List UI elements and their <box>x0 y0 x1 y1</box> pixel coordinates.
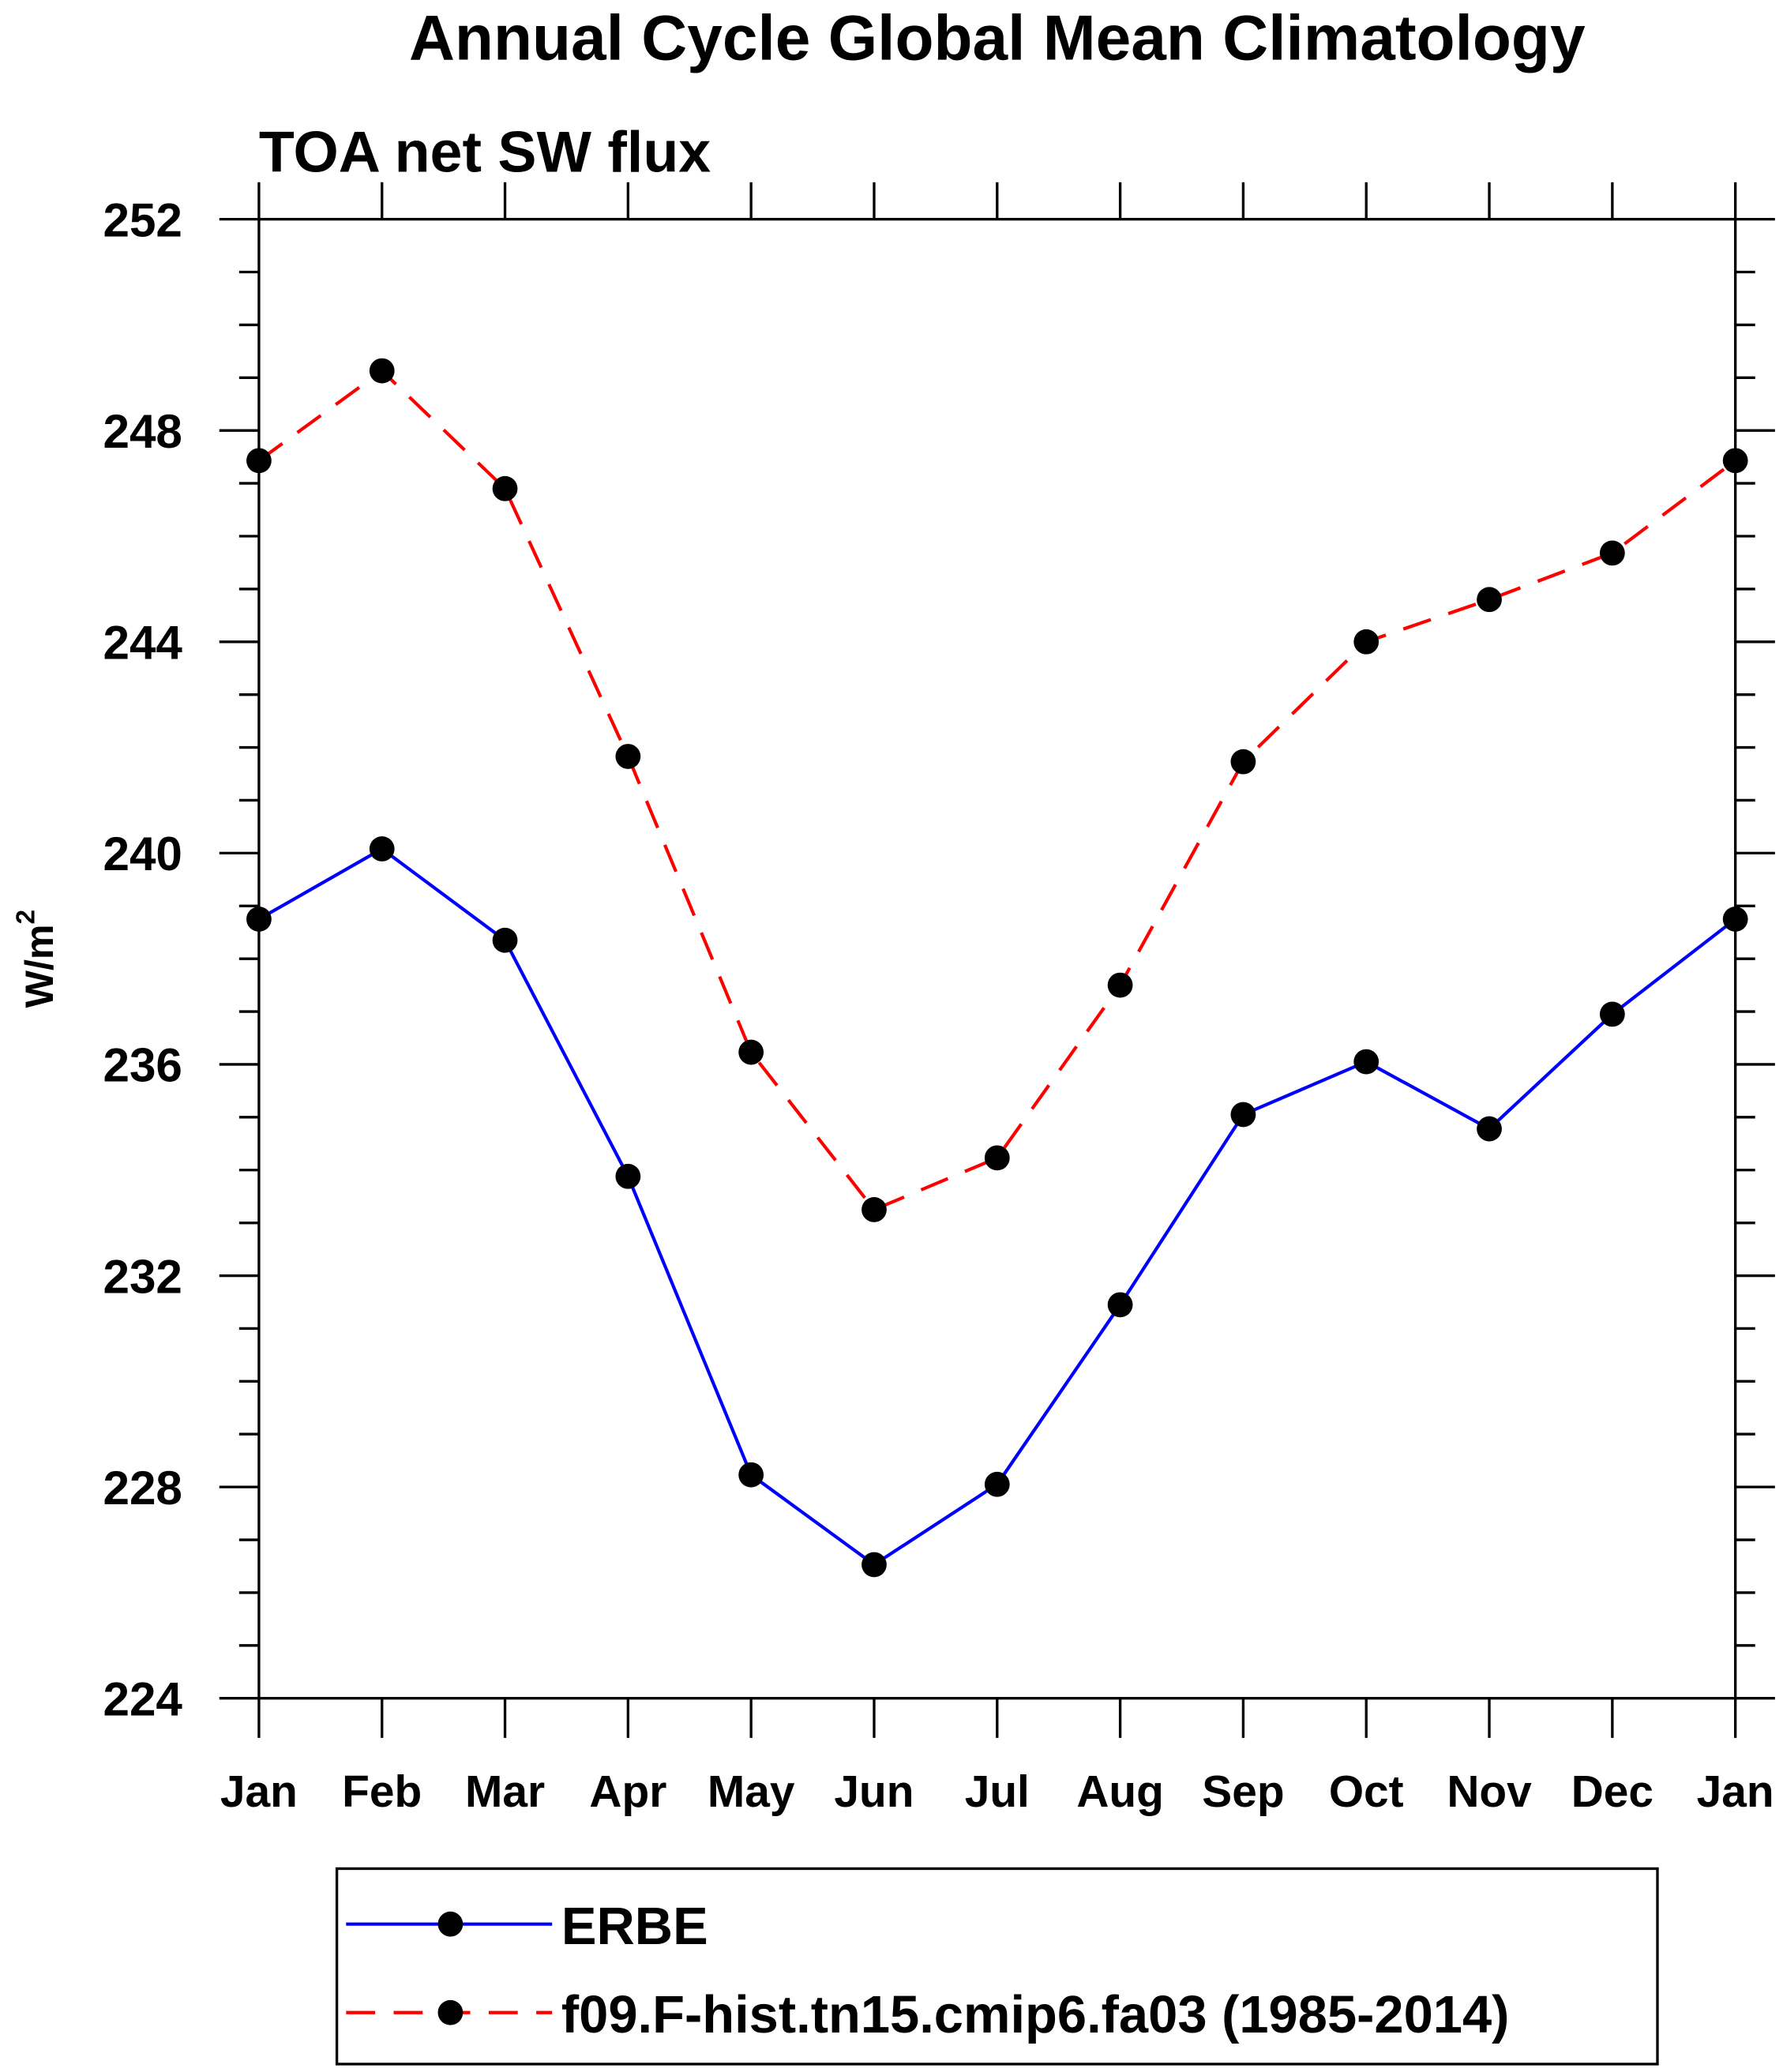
data-point <box>1477 1116 1502 1142</box>
data-point <box>1599 1001 1625 1027</box>
y-tick-label: 228 <box>103 1462 182 1515</box>
data-point <box>1107 972 1133 998</box>
data-point <box>1353 1049 1379 1075</box>
data-point <box>861 1552 887 1578</box>
legend-label: f09.F-hist.tn15.cmip6.fa03 (1985-2014) <box>561 1985 1510 2044</box>
y-axis-label-text: W/m <box>17 925 62 1008</box>
x-tick-label: Dec <box>1571 1767 1653 1817</box>
data-point <box>492 927 518 953</box>
legend-label: ERBE <box>561 1897 708 1956</box>
series-line <box>257 846 1736 1567</box>
y-tick-label: 252 <box>103 193 182 246</box>
data-point <box>369 358 395 384</box>
data-point <box>246 448 272 474</box>
x-tick-label: Jan <box>220 1767 298 1817</box>
data-point <box>1599 540 1625 566</box>
data-point <box>1722 906 1748 932</box>
x-tick-label: Sep <box>1202 1767 1284 1817</box>
y-tick-label: 244 <box>103 617 182 670</box>
series-line <box>257 368 1736 1212</box>
chart-title: Annual Cycle Global Mean Climatology <box>409 2 1586 73</box>
x-tick-label: Oct <box>1329 1767 1404 1817</box>
data-point <box>984 1145 1010 1171</box>
y-tick-label: 240 <box>103 828 182 880</box>
x-tick-label: Aug <box>1076 1767 1164 1817</box>
x-tick-label: Jul <box>965 1767 1030 1817</box>
legend-marker <box>437 1911 464 1937</box>
data-point <box>246 906 272 932</box>
x-tick-label: Jan <box>1697 1767 1774 1817</box>
data-point <box>984 1471 1010 1497</box>
data-point <box>492 475 518 501</box>
series-erbe <box>246 836 1748 1578</box>
data-point <box>1230 749 1256 775</box>
y-axis-label-superscript: 2 <box>12 910 41 925</box>
x-tick-label: Jun <box>834 1767 914 1817</box>
chart-subtitle: TOA net SW flux <box>259 118 711 184</box>
series-model <box>246 358 1748 1222</box>
y-tick-label: 236 <box>103 1039 182 1092</box>
svg-text:W/m2: W/m2 <box>12 910 62 1008</box>
x-tick-label: Feb <box>342 1767 422 1817</box>
legend-box <box>335 1867 1659 2066</box>
data-point <box>1722 448 1748 474</box>
legend: ERBE f09.F-hist.tn15.cmip6.fa03 (1985-201… <box>335 1867 1659 2066</box>
x-tick-label: Mar <box>465 1767 545 1817</box>
data-point <box>1230 1102 1256 1128</box>
legend-marker <box>437 1999 464 2025</box>
x-tick-label: May <box>708 1767 795 1817</box>
x-tick-label: Nov <box>1447 1767 1532 1817</box>
y-tick-label: 224 <box>103 1672 182 1725</box>
data-point <box>738 1039 764 1065</box>
data-point <box>1477 587 1502 613</box>
data-point <box>1107 1292 1133 1318</box>
data-point <box>738 1462 764 1488</box>
data-point <box>369 836 395 861</box>
data-point <box>1353 629 1379 655</box>
x-tick-label: Apr <box>589 1767 666 1817</box>
data-point <box>861 1197 887 1222</box>
y-tick-label: 248 <box>103 405 182 458</box>
data-point <box>615 744 641 769</box>
y-axis-label: W/m2 <box>12 910 62 1008</box>
y-tick-label: 232 <box>103 1250 182 1303</box>
data-point <box>615 1163 641 1189</box>
